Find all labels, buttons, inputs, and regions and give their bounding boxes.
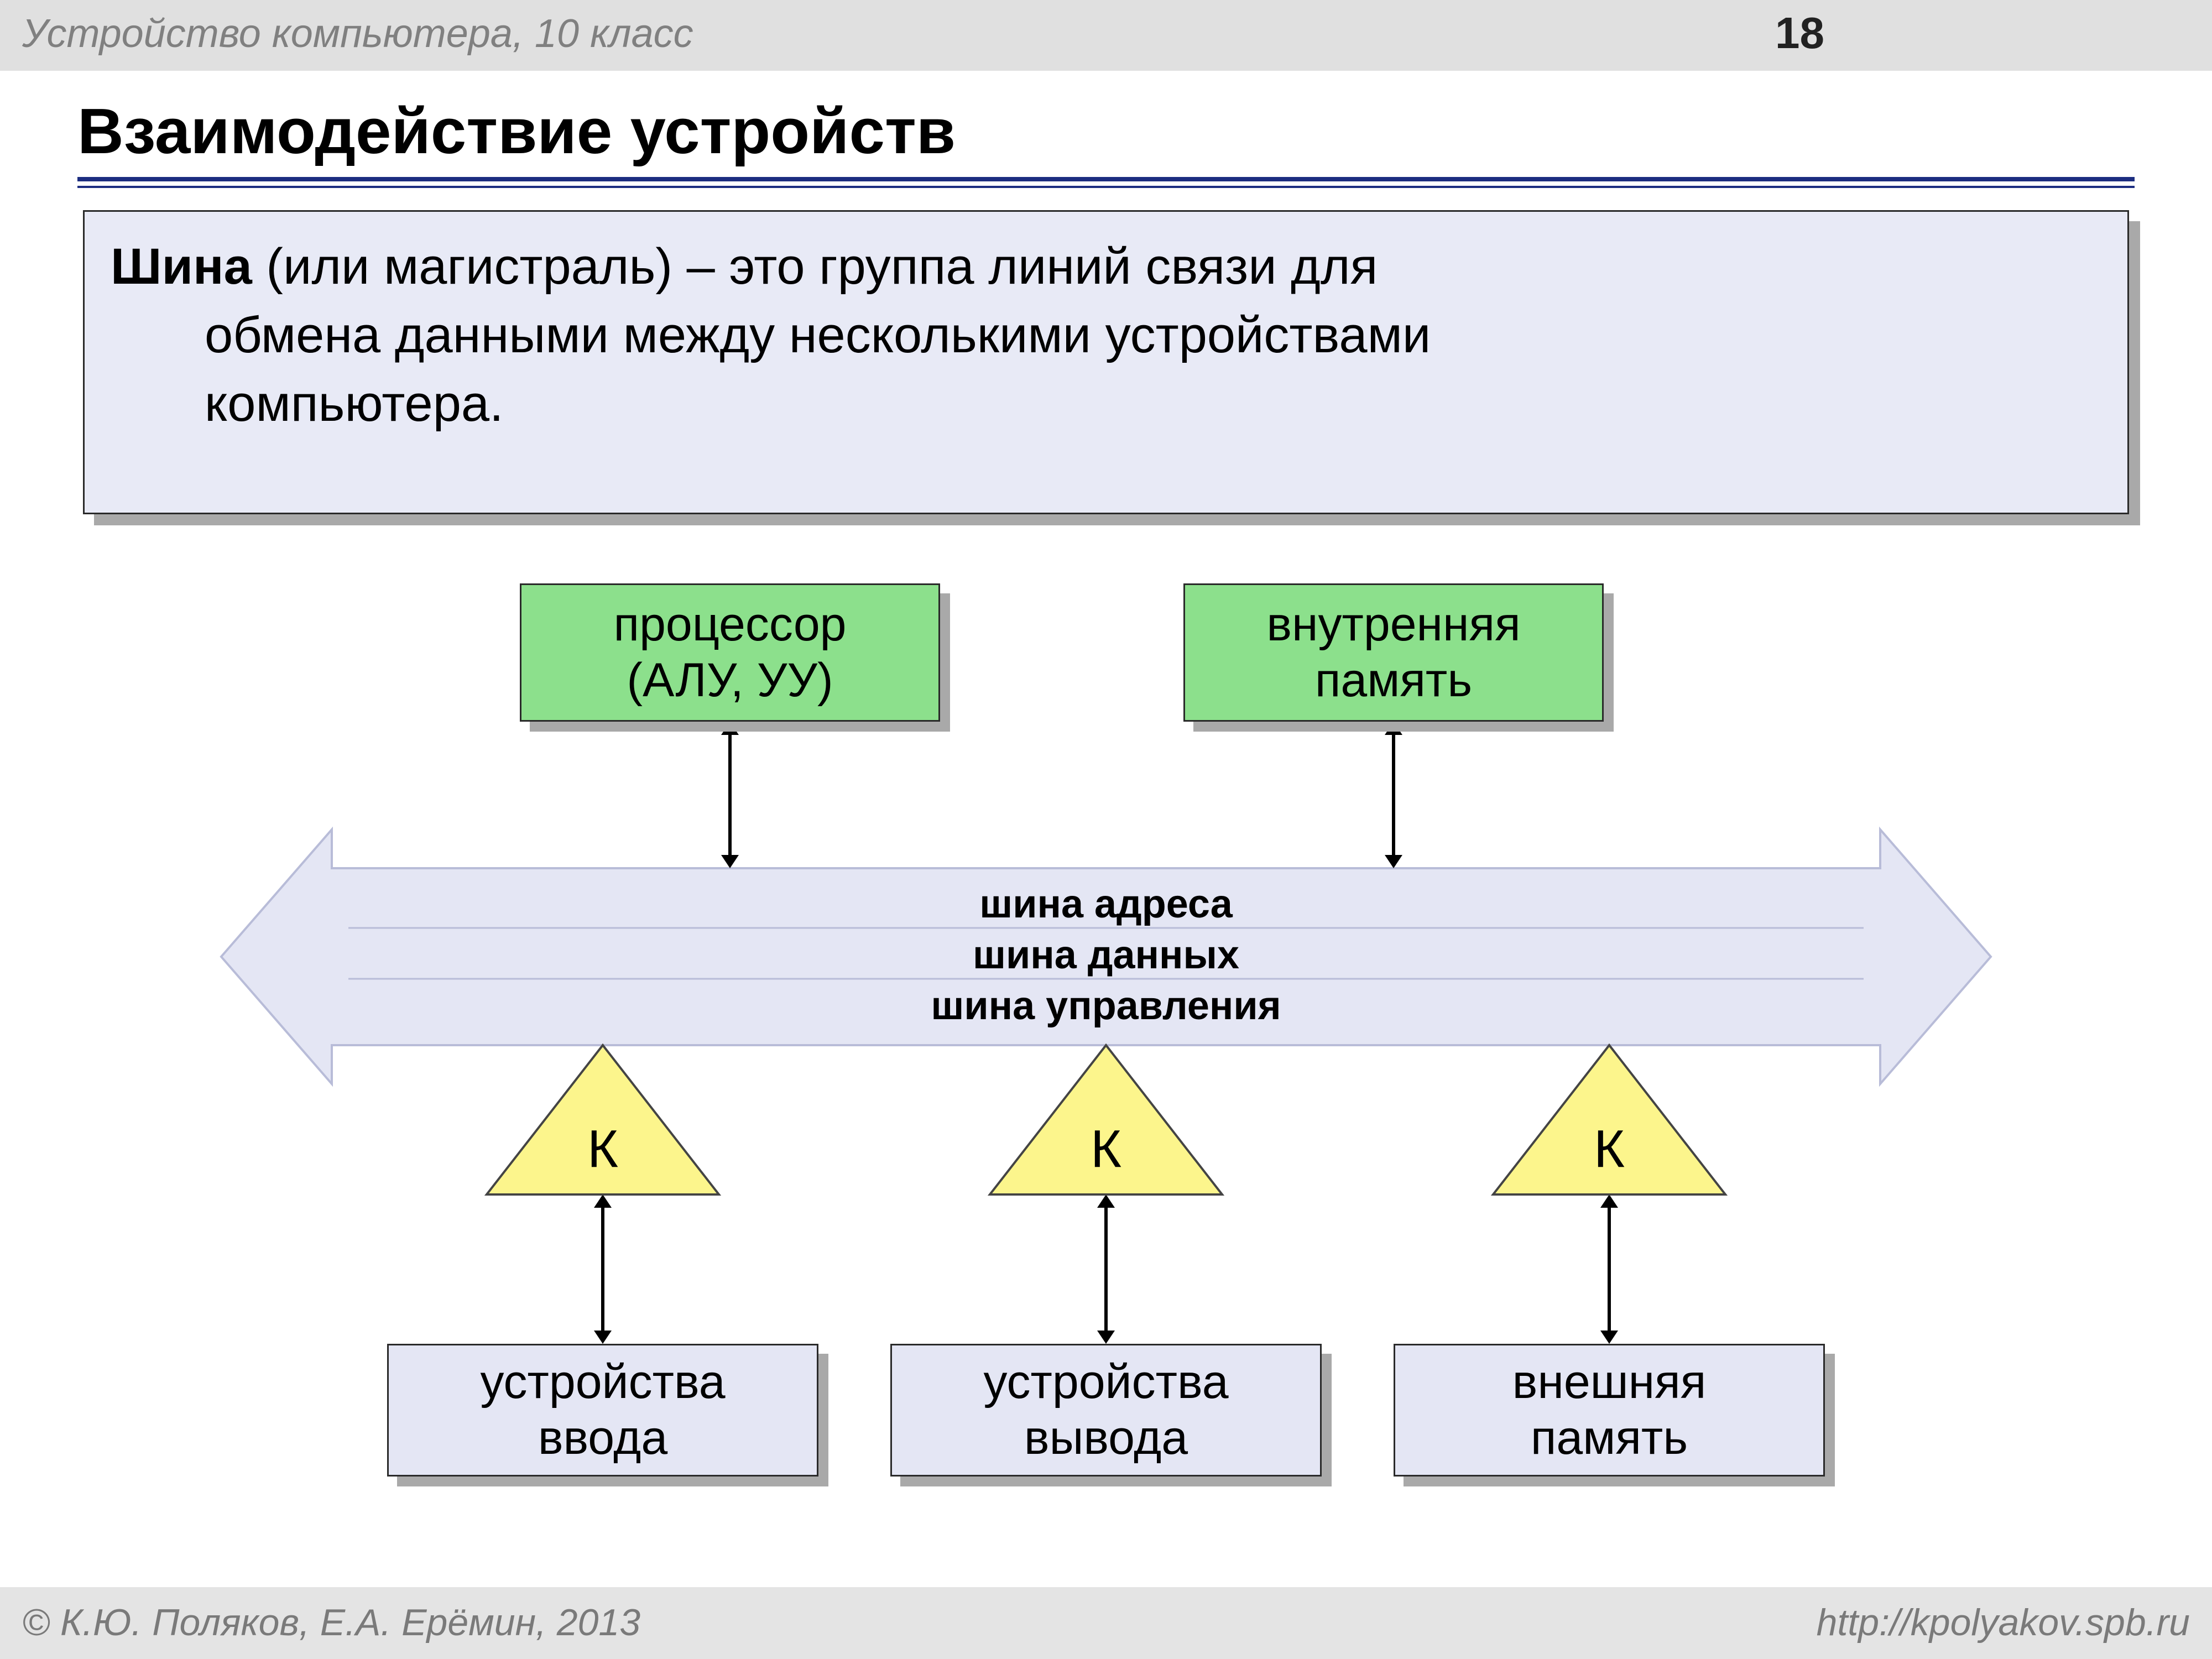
top-box-0: процессор (АЛУ, УУ): [520, 583, 940, 722]
bottom-box-1: устройства вывода: [890, 1344, 1322, 1477]
svg-text:К: К: [1594, 1119, 1625, 1178]
bus-label-control: шина управления: [77, 983, 2135, 1029]
bottom-box-0: устройства ввода: [387, 1344, 818, 1477]
svg-text:К: К: [1091, 1119, 1121, 1178]
top-box-1: внутренняя память: [1183, 583, 1604, 722]
bus-label-address: шина адреса: [77, 881, 2135, 927]
bus-label-data: шина данных: [77, 932, 2135, 978]
svg-text:К: К: [587, 1119, 618, 1178]
bottom-box-2: внешняя память: [1394, 1344, 1825, 1477]
